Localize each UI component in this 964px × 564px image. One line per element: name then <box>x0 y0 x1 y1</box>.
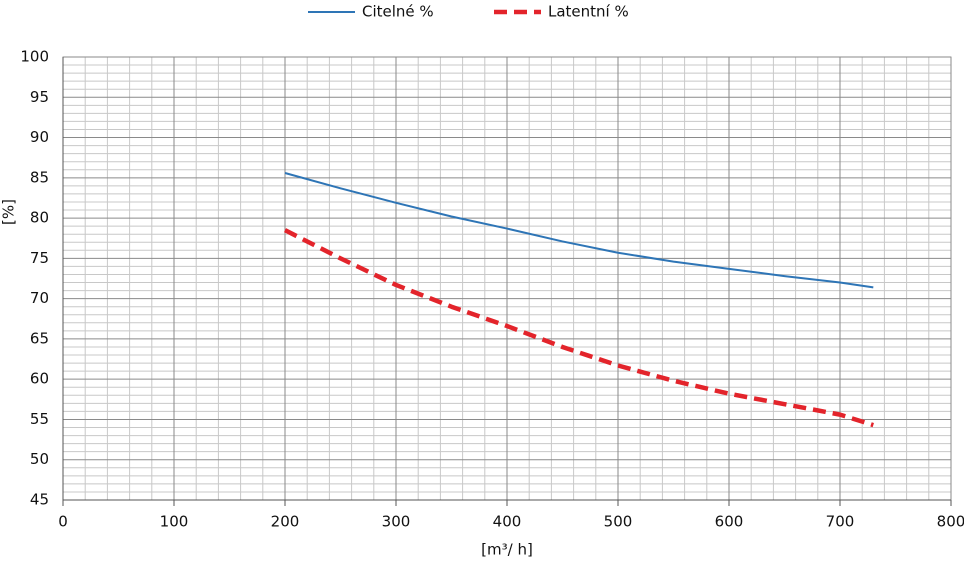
x-tick-label: 200 <box>271 513 300 531</box>
y-tick-label: 60 <box>30 370 49 388</box>
y-tick-label: 65 <box>30 329 49 347</box>
y-tick-label: 80 <box>30 209 49 227</box>
x-tick-label: 300 <box>382 513 411 531</box>
y-tick-label: 70 <box>30 289 49 307</box>
x-tick-label: 0 <box>58 513 68 531</box>
x-tick-label: 400 <box>493 513 522 531</box>
legend-label: Citelné % <box>362 3 434 21</box>
series-line <box>284 172 874 289</box>
y-tick-label: 85 <box>30 168 49 186</box>
y-tick-label: 90 <box>30 128 49 146</box>
series-line <box>283 228 874 428</box>
x-tick-label: 800 <box>937 513 964 531</box>
y-tick-label: 45 <box>30 491 49 509</box>
y-tick-label: 50 <box>30 450 49 468</box>
x-tick-label: 100 <box>160 513 189 531</box>
x-axis-label: [m³/ h] <box>481 541 533 559</box>
y-tick-label: 75 <box>30 249 49 267</box>
y-tick-label: 55 <box>30 410 49 428</box>
x-tick-label: 600 <box>715 513 744 531</box>
y-tick-label: 95 <box>30 88 49 106</box>
legend-label: Latentní % <box>548 3 629 21</box>
y-axis-label: [%] <box>0 199 18 225</box>
x-tick-label: 500 <box>604 513 633 531</box>
x-tick-label: 700 <box>826 513 855 531</box>
y-tick-label: 100 <box>20 48 49 66</box>
